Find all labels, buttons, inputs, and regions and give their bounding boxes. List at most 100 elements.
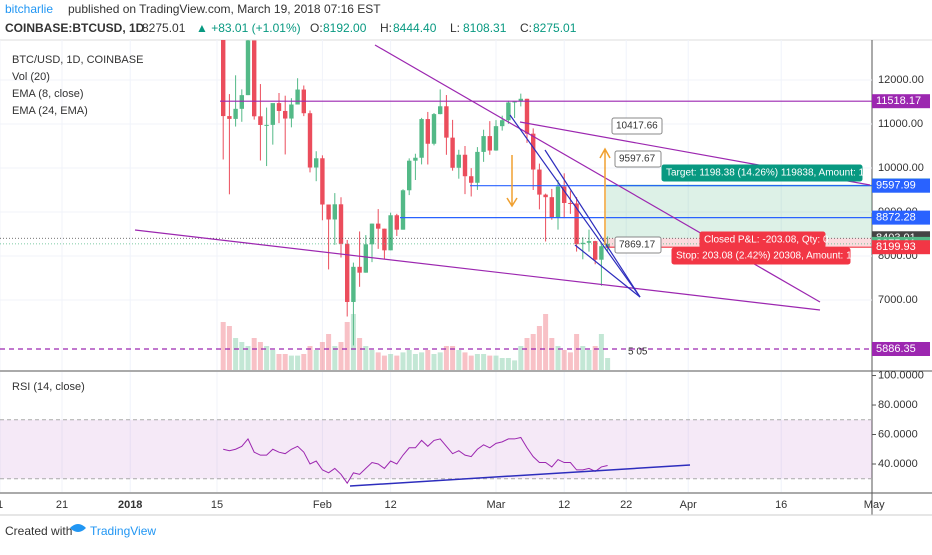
rsi-band <box>0 419 872 479</box>
candle-body <box>475 151 480 183</box>
volume-bar <box>276 354 282 370</box>
price-tag-label: 8872.28 <box>876 212 916 224</box>
legend-entry: RSI (14, close) <box>12 381 85 393</box>
annotation-box <box>614 150 662 168</box>
volume-bar <box>530 334 536 370</box>
candle-body <box>599 246 604 260</box>
trendline <box>574 244 641 298</box>
volume-bar <box>344 322 350 370</box>
y-tick-label: 100.0000 <box>878 369 924 381</box>
last: 8275.01 <box>142 21 186 35</box>
candle-body <box>345 243 350 302</box>
candle-body <box>326 204 331 220</box>
candle-body <box>270 103 275 125</box>
y-tick-label: 10000.00 <box>878 162 924 174</box>
price-tag <box>872 178 930 193</box>
volume-bar <box>481 354 487 370</box>
volume-bar <box>301 354 307 370</box>
volume-bar <box>574 334 580 370</box>
candle-body <box>444 106 449 138</box>
candle-body <box>382 228 387 251</box>
ohlc-name: C: <box>520 21 532 35</box>
price-tag <box>872 94 930 109</box>
annotation-box <box>671 247 851 265</box>
volume-bar <box>406 350 412 370</box>
candle-body <box>419 119 424 158</box>
annotation: Stop: 203.08 (2.42%) 20308, Amount: 1 <box>676 251 852 262</box>
y-tick-label: 11000.00 <box>878 118 923 130</box>
volume-bar <box>598 334 604 370</box>
price-pane: 10417.66 9597.67 7869.17 Target: 1198.38 (1… <box>0 40 872 370</box>
x-tick-label: 12 <box>558 499 570 511</box>
trendline <box>349 464 691 487</box>
annotation: 5 05 <box>628 347 648 358</box>
candle-body <box>264 124 269 126</box>
price-tag <box>872 341 930 356</box>
volume-bar <box>462 352 468 370</box>
volume-bar <box>450 346 456 370</box>
rsi-pane <box>0 372 872 492</box>
candle-body <box>605 243 610 248</box>
candle-body <box>332 204 337 220</box>
volume-bar <box>580 346 586 370</box>
volume-bar <box>456 350 462 370</box>
volume-bar <box>357 338 363 370</box>
candle-body <box>568 202 573 204</box>
volume-bar <box>605 358 611 370</box>
candle-body <box>431 114 437 144</box>
volume-bar <box>369 350 375 370</box>
annotation-box <box>611 117 663 135</box>
annotation: 7869.17 <box>619 240 656 251</box>
user[interactable]: bitcharlie <box>5 2 53 16</box>
candle-body <box>500 120 505 127</box>
candle-body <box>543 194 548 198</box>
target-zone <box>606 185 872 239</box>
footer-brand[interactable]: TradingView <box>90 524 156 538</box>
candle-body <box>258 116 263 125</box>
arrow <box>599 147 611 245</box>
price-tag <box>872 240 930 255</box>
ohlc-name: L: <box>450 21 460 35</box>
candle-body <box>245 40 251 96</box>
footer-created: Created with <box>5 524 72 538</box>
y-tick-label: 80.0000 <box>878 399 918 411</box>
volume-bar <box>543 314 549 370</box>
x-tick-label: 12 <box>384 499 396 511</box>
volume-bar <box>487 355 493 370</box>
published: published on TradingView.com, March 19, … <box>68 2 381 16</box>
annotation: 10417.66 <box>616 121 658 132</box>
x-tick-label: 2018 <box>118 499 142 511</box>
volume-bar <box>226 326 232 370</box>
volume-bar <box>586 350 592 370</box>
volume-bar <box>326 334 332 370</box>
candle-body <box>586 241 592 243</box>
price-tag <box>872 210 930 225</box>
volume-bar <box>437 352 443 370</box>
volume-bar <box>518 346 524 370</box>
candle-body <box>289 104 294 119</box>
x-tick-label: 1 <box>0 499 3 511</box>
ohlc-name: O: <box>310 21 323 35</box>
volume-bar <box>233 338 239 370</box>
candle-body <box>388 215 393 251</box>
x-tick-label: Apr <box>680 499 697 511</box>
volume-bar <box>270 350 276 370</box>
annotation: 9597.67 <box>619 154 656 165</box>
volume-bar <box>555 346 561 370</box>
volume-bar <box>264 346 270 370</box>
volume-bar <box>394 355 400 370</box>
volume-bar <box>567 352 573 370</box>
candle-body <box>462 154 468 177</box>
candle-body <box>283 110 288 119</box>
candle-body <box>376 223 381 229</box>
price-tag-label: 9597.99 <box>876 180 916 192</box>
volume-bar <box>295 355 301 370</box>
volume-bar <box>561 350 567 370</box>
symbol: COINBASE:BTCUSD, 1D <box>5 21 145 35</box>
volume-bar <box>313 350 319 370</box>
trendline <box>544 149 641 298</box>
candle-body <box>233 108 238 119</box>
volume-bar <box>499 358 505 370</box>
legend-entry: EMA (24, EMA) <box>12 105 88 117</box>
y-tick-label: 7000.00 <box>878 294 918 306</box>
